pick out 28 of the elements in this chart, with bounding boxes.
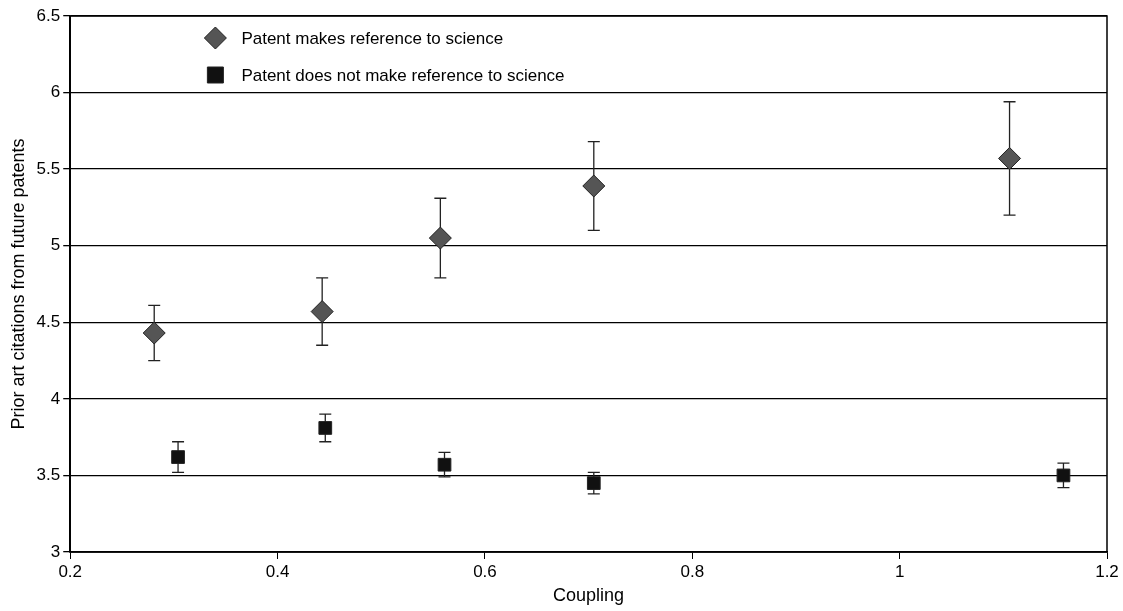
x-tick-label: 1.2 bbox=[1095, 561, 1119, 581]
y-axis-title: Prior art citations from future patents bbox=[7, 138, 28, 430]
y-tick-label: 4 bbox=[50, 388, 61, 408]
y-tick-label: 5 bbox=[50, 235, 61, 255]
y-tick-label: 6.5 bbox=[36, 5, 61, 25]
y-tick-label: 6 bbox=[50, 82, 61, 102]
y-tick-label: 4.5 bbox=[36, 311, 61, 331]
x-axis-title: Coupling bbox=[553, 585, 625, 606]
point bbox=[428, 226, 452, 250]
x-tick-label: 0.6 bbox=[473, 561, 497, 581]
point bbox=[586, 476, 601, 490]
point bbox=[1056, 468, 1071, 483]
point bbox=[310, 300, 334, 324]
legend-label: Patent does not make reference to science bbox=[241, 65, 565, 85]
point bbox=[318, 421, 333, 435]
point bbox=[142, 321, 166, 345]
point bbox=[998, 146, 1022, 170]
x-tick-label: 1 bbox=[894, 561, 905, 581]
legend-label: Patent makes reference to science bbox=[241, 28, 504, 48]
y-tick-label: 3 bbox=[50, 541, 61, 561]
x-tick-label: 0.2 bbox=[58, 561, 83, 581]
point bbox=[171, 450, 185, 464]
point bbox=[437, 457, 452, 472]
y-tick-label: 5.5 bbox=[36, 158, 61, 178]
x-tick-label: 0.8 bbox=[680, 561, 705, 581]
x-tick-label: 0.4 bbox=[265, 561, 290, 581]
y-tick-label: 3.5 bbox=[36, 465, 61, 485]
point bbox=[582, 174, 606, 198]
